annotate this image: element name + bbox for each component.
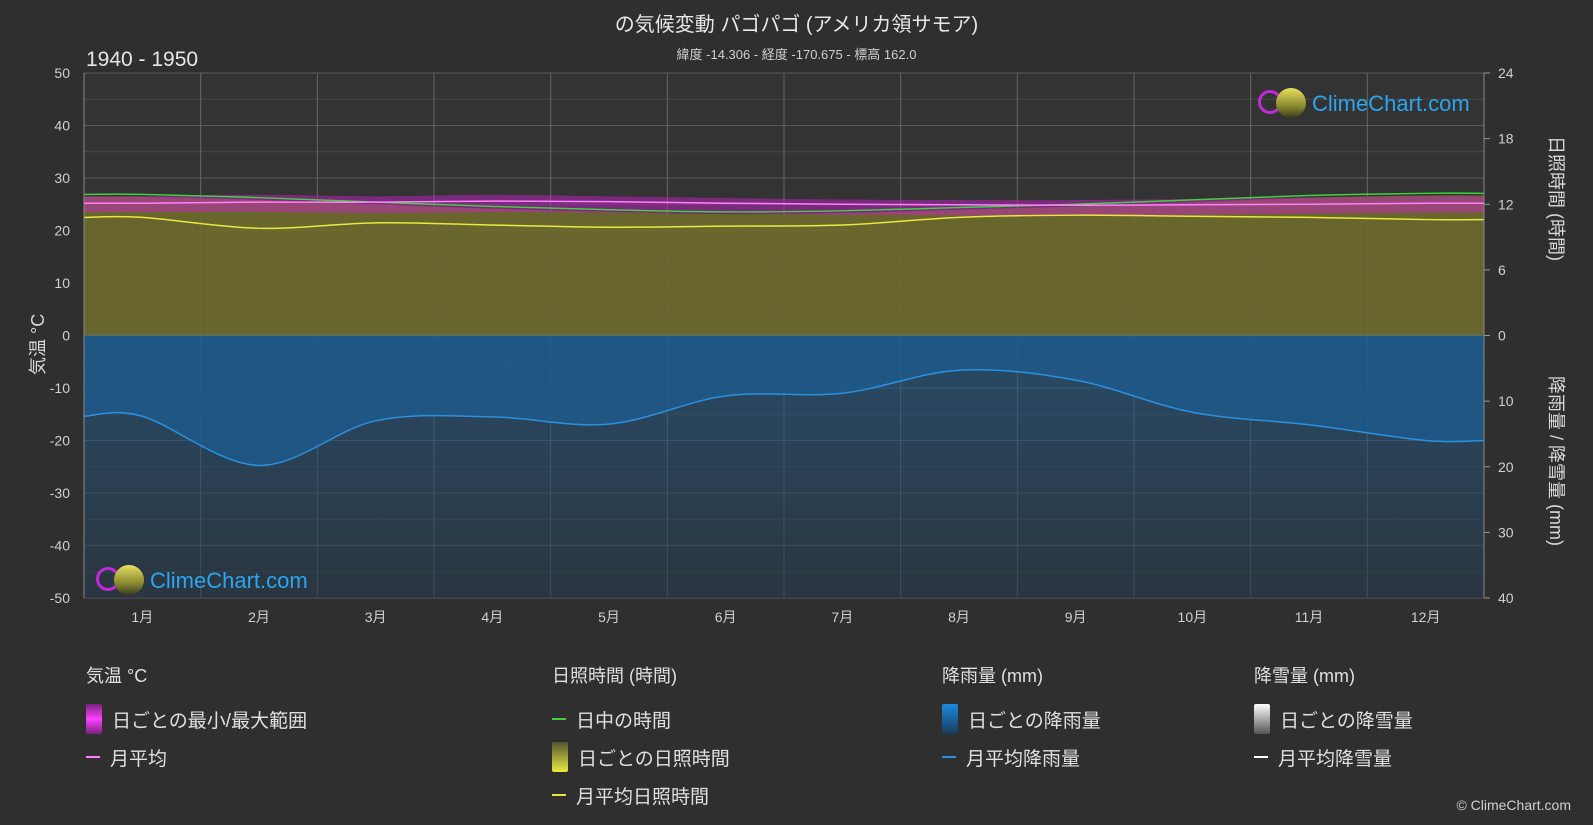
legend-item-temp-mean: 月平均 — [86, 738, 307, 776]
chart-subtitle: 緯度 -14.306 - 経度 -170.675 - 標高 162.0 — [676, 47, 917, 62]
daylight-line — [83, 192, 1485, 213]
month-label: 7月 — [831, 609, 853, 625]
precip-tick-label: 30 — [1498, 524, 1514, 540]
swatch-sunshine-daily — [552, 742, 568, 772]
legend-label: 日ごとの最小/最大範囲 — [112, 710, 308, 732]
temp-tick-label: -40 — [50, 538, 70, 554]
left-axis-title-text: 気温 °C — [28, 313, 48, 375]
logo-bottom[interactable]: ClimeChart.com — [96, 565, 308, 597]
legend-label: 月平均 — [110, 748, 168, 770]
temp-mean-line — [83, 200, 1485, 207]
month-label: 8月 — [948, 609, 970, 625]
precip-tick-label: 20 — [1498, 459, 1514, 475]
legend-item-rain-mean: 月平均降雨量 — [942, 738, 1101, 776]
legend-item-rain-daily: 日ごとの降雨量 — [942, 700, 1101, 738]
legend-item-snow-mean: 月平均降雪量 — [1254, 738, 1413, 776]
legend-snow: 降雪量 (mm) 日ごとの降雪量 月平均降雪量 — [1254, 662, 1413, 776]
month-label: 6月 — [715, 609, 737, 625]
legend-label: 日中の時間 — [576, 710, 672, 732]
legend-label: 日ごとの降雪量 — [1280, 710, 1413, 732]
swatch-snow-daily — [1254, 704, 1270, 734]
left-axis-title: 気温 °C — [24, 314, 50, 375]
swatch-rain-mean — [942, 756, 956, 758]
month-label: 3月 — [365, 609, 387, 625]
legend-item-snow-daily: 日ごとの降雪量 — [1254, 700, 1413, 738]
temp-tick-label: 20 — [54, 223, 70, 239]
sunshine-tick-label: 6 — [1498, 262, 1506, 278]
legend-label: 日ごとの日照時間 — [578, 748, 730, 770]
month-label: 10月 — [1178, 609, 1208, 625]
precip-tick-label: 40 — [1498, 590, 1514, 606]
swatch-temp-mean — [86, 756, 100, 758]
sunshine-tick-label: 18 — [1498, 131, 1514, 147]
temp-tick-label: -10 — [50, 380, 70, 396]
legend-head: 降雪量 (mm) — [1254, 666, 1355, 686]
logo-text: ClimeChart.com — [150, 568, 308, 593]
swatch-temp-range — [86, 704, 102, 734]
month-label: 11月 — [1295, 609, 1324, 625]
legend-label: 月平均日照時間 — [576, 786, 710, 808]
month-label: 1月 — [131, 609, 153, 625]
logo-icon — [96, 565, 148, 597]
chart-title: の気候変動 パゴパゴ (アメリカ領サモア) — [614, 14, 979, 36]
swatch-snow-mean — [1254, 756, 1268, 758]
rain-mean-area — [84, 335, 1484, 466]
legend-sunshine: 日照時間 (時間) 日中の時間 日ごとの日照時間 月平均日照時間 — [552, 662, 730, 814]
logo-text: ClimeChart.com — [1312, 91, 1470, 116]
legend-item-daylight: 日中の時間 — [552, 700, 730, 738]
temp-tick-label: 10 — [54, 275, 70, 291]
logo-icon — [1258, 88, 1310, 120]
temp-tick-label: 40 — [54, 118, 70, 134]
swatch-sunshine-mean — [552, 794, 566, 796]
precip-tick-label: 10 — [1498, 393, 1514, 409]
legend-item-sunshine-daily: 日ごとの日照時間 — [552, 738, 730, 776]
temp-tick-label: -30 — [50, 485, 70, 501]
sunshine-tick-label: 12 — [1498, 196, 1514, 212]
right-bottom-axis-title: 降雨量 / 降雪量 (mm) — [1546, 376, 1566, 546]
temp-tick-label: 50 — [54, 65, 70, 81]
month-label: 5月 — [598, 609, 620, 625]
temp-tick-label: 30 — [54, 170, 70, 186]
temp-tick-label: -50 — [50, 590, 70, 606]
legend-head: 気温 °C — [86, 666, 148, 686]
period-label: 1940 - 1950 — [86, 48, 199, 71]
copyright: © ClimeChart.com — [1456, 797, 1571, 813]
right-top-axis-title: 日照時間 (時間) — [1546, 136, 1566, 261]
legend-head: 日照時間 (時間) — [552, 666, 677, 686]
month-label: 2月 — [248, 609, 270, 625]
legend-head: 降雨量 (mm) — [942, 666, 1043, 686]
legend-label: 月平均降雪量 — [1278, 748, 1393, 770]
sunshine-daily-area — [84, 195, 1484, 336]
legend-item-temp-range: 日ごとの最小/最大範囲 — [86, 700, 307, 738]
legend-rain: 降雨量 (mm) 日ごとの降雨量 月平均降雨量 — [942, 662, 1101, 776]
month-label: 12月 — [1411, 609, 1441, 625]
swatch-rain-daily — [942, 704, 958, 734]
temp-tick-label: -20 — [50, 433, 70, 449]
logo-top[interactable]: ClimeChart.com — [1258, 88, 1470, 120]
legend-item-sunshine-mean: 月平均日照時間 — [552, 776, 730, 814]
rain-mean-line — [83, 369, 1485, 467]
legend-temperature: 気温 °C 日ごとの最小/最大範囲 月平均 — [86, 662, 307, 776]
swatch-daylight — [552, 718, 566, 720]
legend-label: 日ごとの降雨量 — [968, 710, 1101, 732]
month-label: 4月 — [481, 609, 503, 625]
legend-label: 月平均降雨量 — [966, 748, 1081, 770]
sunshine-mean-line — [83, 214, 1485, 230]
temp-tick-label: 0 — [62, 328, 70, 344]
month-label: 9月 — [1065, 609, 1087, 625]
sunshine-tick-label: 0 — [1498, 328, 1506, 344]
temp-range-band — [84, 194, 1484, 216]
sunshine-tick-label: 24 — [1498, 65, 1514, 81]
